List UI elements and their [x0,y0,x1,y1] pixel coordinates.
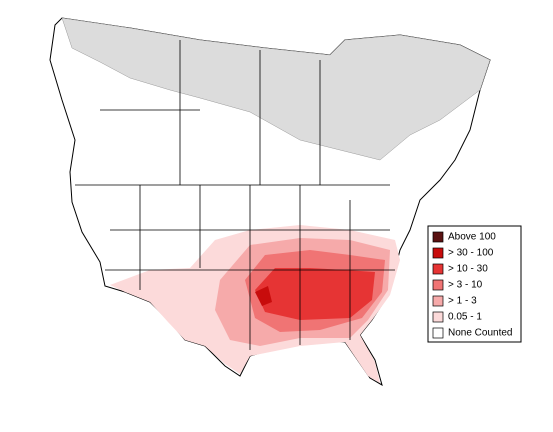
abundance-region [255,268,375,320]
legend-label: 0.05 - 1 [448,312,482,323]
legend-label: > 30 - 100 [448,248,494,259]
legend-box [427,225,522,343]
legend-swatch [432,263,444,275]
legend-swatch [432,231,444,243]
legend-label: Above 100 [448,232,496,243]
legend-label: > 1 - 3 [448,296,477,307]
legend-label: > 10 - 30 [448,264,488,275]
legend-swatch [432,279,444,291]
legend-swatch [432,247,444,259]
no-data-region [61,17,491,161]
legend-label: > 3 - 10 [448,280,483,291]
abundance-region [255,286,272,306]
legend-label: None Counted [448,328,513,339]
legend-swatch [432,295,444,307]
boundary [75,40,395,350]
legend-swatch [432,327,444,339]
legend: Above 100 > 30 - 100 > 10 - 30 > 3 - 10 > 1 … [427,225,522,343]
legend-swatch [432,311,444,323]
